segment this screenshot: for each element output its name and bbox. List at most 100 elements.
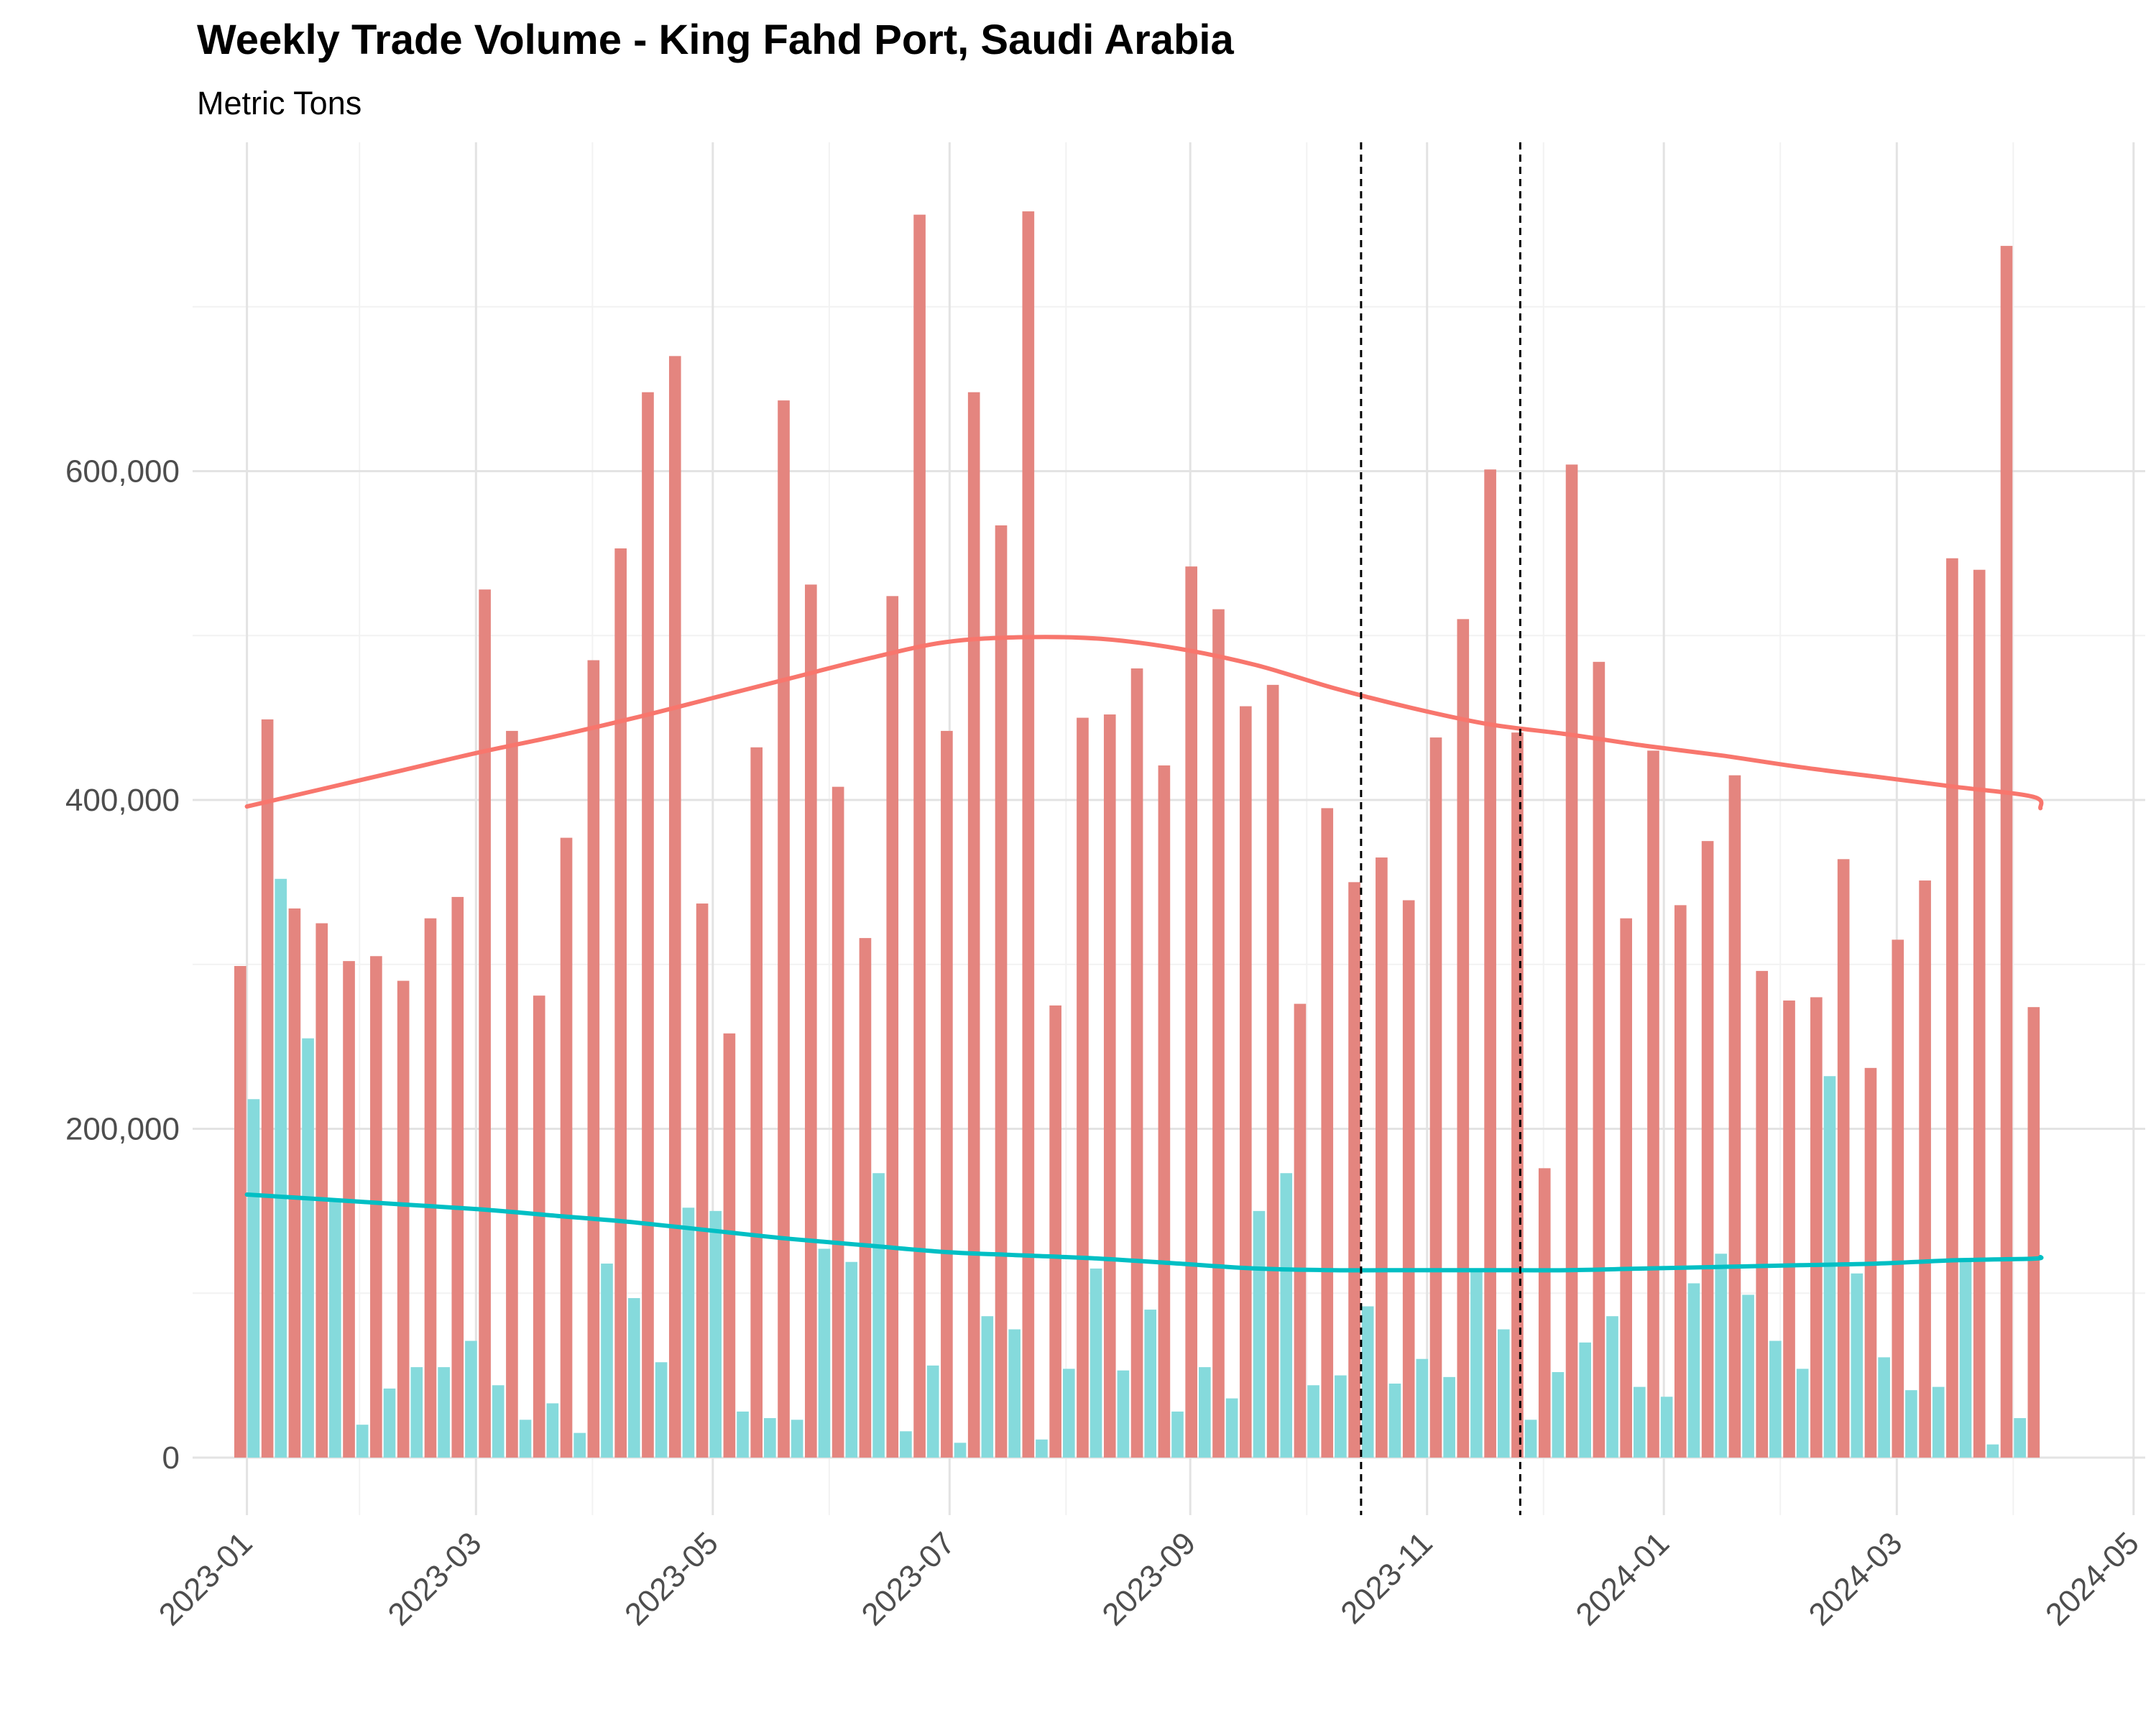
bar-series-2 [1089,1268,1102,1458]
bar-series-1 [1620,918,1632,1458]
bar-series-2 [818,1248,831,1458]
bar-series-1 [859,938,872,1458]
bar-series-2 [383,1388,396,1458]
bar-series-1 [1565,464,1578,1458]
x-tick-label: 2023-07 [855,1525,962,1632]
bar-series-2 [1199,1367,1211,1458]
bar-series-2 [1932,1386,1945,1458]
bar-series-1 [479,589,491,1458]
bar-series-2 [275,878,287,1458]
bar-series-1 [1538,1168,1551,1458]
bar-series-1 [1647,750,1659,1458]
bar-series-2 [1606,1316,1618,1458]
x-tick-label: 2023-11 [1334,1525,1439,1631]
bar-series-1 [1022,211,1035,1458]
bar-series-1 [696,903,709,1458]
bar-series-2 [1633,1386,1646,1458]
bar-series-1 [343,961,355,1458]
bar-series-1 [1973,569,1986,1458]
bar-series-2 [573,1432,586,1458]
bar-series-1 [723,1033,736,1458]
bar-series-1 [1919,880,1931,1458]
bar-series-2 [1470,1271,1483,1458]
y-tick-label: 400,000 [65,783,180,818]
bar-series-1 [1294,1003,1307,1458]
bar-series-1 [1674,905,1687,1458]
bar-series-2 [1742,1294,1754,1458]
bar-series-1 [1130,668,1143,1458]
bar-series-1 [1077,717,1089,1458]
bar-series-2 [1144,1310,1157,1458]
bar-series-1 [2027,1007,2040,1458]
bar-series-2 [926,1365,939,1458]
bar-series-2 [764,1418,776,1458]
bar-series-2 [1416,1358,1429,1458]
bar-series-2 [872,1173,885,1458]
y-tick-label: 0 [162,1440,180,1476]
y-tick-label: 200,000 [65,1111,180,1146]
bar-series-1 [1756,970,1769,1458]
bar-series-2 [845,1261,858,1458]
bar-series-1 [1457,619,1470,1458]
bar-series-2 [709,1210,722,1458]
bar-series-1 [642,392,654,1458]
bar-series-1 [1402,900,1415,1458]
bar-series-2 [1361,1306,1374,1458]
bar-series-2 [1986,1444,1999,1458]
bar-series-2 [1225,1398,1238,1458]
bar-series-1 [1946,558,1958,1458]
bar-series-2 [329,1199,341,1458]
reference-lines [1360,142,1521,1515]
bar-series-1 [1212,609,1225,1458]
bar-series-1 [1484,469,1496,1458]
bar-series-1 [668,356,681,1458]
bar-series-2 [492,1385,505,1458]
bar-series-1 [1810,997,1823,1458]
bar-series-1 [1103,714,1116,1458]
chart-title: Weekly Trade Volume - King Fahd Port, Sa… [197,17,1234,63]
x-tick-label: 2023-01 [152,1525,259,1632]
bar-series-1 [1049,1005,1061,1458]
bar-series-1 [288,908,301,1458]
bar-series-1 [1892,939,1904,1458]
bar-series-2 [438,1367,450,1458]
bar-series-1 [533,995,545,1458]
bar-series-1 [1701,841,1714,1458]
bar-series-2 [954,1443,967,1458]
bar-series-2 [1769,1340,1782,1458]
bar-series-1 [886,596,899,1458]
bar-series-2 [791,1420,803,1458]
bar-series-1 [1593,661,1606,1458]
bar-series-2 [1036,1439,1048,1458]
chart-subtitle: Metric Tons [197,85,362,121]
bar-series-1 [261,719,274,1458]
bar-series-1 [1728,775,1741,1458]
bar-series-2 [1117,1370,1130,1458]
bar-series-2 [356,1425,369,1458]
bar-series-1 [750,747,763,1458]
bar-series-2 [546,1403,559,1458]
bar-series-2 [737,1411,749,1458]
y-tick-label: 600,000 [65,454,180,489]
bar-series-2 [465,1340,477,1458]
bar-series-1 [1266,684,1279,1458]
bar-series-2 [1552,1371,1565,1458]
bar-series-2 [1062,1368,1075,1458]
bar-series-1 [2000,246,2013,1458]
bar-series-2 [900,1431,912,1458]
bar-series-2 [1307,1385,1319,1458]
bar-series-1 [424,918,437,1458]
bar-series-2 [1715,1254,1728,1458]
bar-series-1 [831,786,844,1458]
bar-series-1 [1376,857,1388,1458]
bar-series-2 [1008,1329,1021,1458]
bar-series-1 [1158,765,1171,1458]
bars [234,211,2040,1458]
bar-series-2 [1524,1420,1537,1458]
bar-series-2 [1579,1342,1592,1458]
bar-series-2 [1388,1384,1401,1458]
bar-series-2 [1823,1076,1836,1458]
bar-series-2 [519,1420,532,1458]
bar-series-1 [234,966,247,1458]
bar-series-2 [1878,1357,1890,1458]
